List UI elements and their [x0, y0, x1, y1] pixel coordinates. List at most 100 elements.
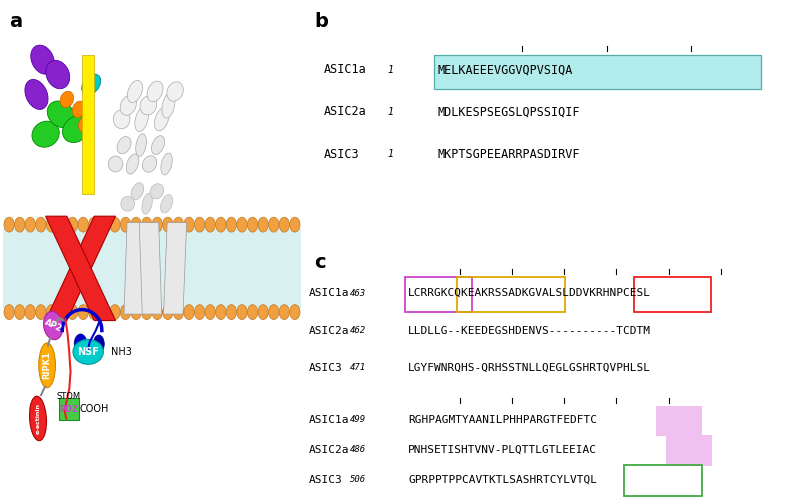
Text: c: c — [314, 253, 326, 272]
Ellipse shape — [216, 305, 226, 320]
Text: PNHSETISHTVNV-PLQTTLGTLEEIAC: PNHSETISHTVNV-PLQTTLGTLEEIAC — [408, 445, 597, 455]
Text: AP2: AP2 — [43, 318, 63, 333]
Text: MDLKESPSEGSLQPSSIQIF: MDLKESPSEGSLQPSSIQIF — [438, 105, 581, 118]
Text: RIPK1: RIPK1 — [42, 351, 52, 379]
Ellipse shape — [247, 305, 258, 320]
Ellipse shape — [94, 335, 104, 353]
Ellipse shape — [99, 305, 110, 320]
Ellipse shape — [117, 137, 131, 154]
Ellipse shape — [89, 305, 99, 320]
Ellipse shape — [174, 305, 184, 320]
Ellipse shape — [46, 60, 70, 89]
Ellipse shape — [161, 153, 172, 175]
Ellipse shape — [237, 305, 247, 320]
Text: 1: 1 — [387, 149, 394, 159]
Text: STOM: STOM — [57, 392, 81, 401]
Ellipse shape — [258, 217, 268, 232]
Ellipse shape — [150, 184, 164, 199]
Ellipse shape — [140, 96, 157, 115]
Ellipse shape — [237, 217, 247, 232]
Ellipse shape — [279, 305, 290, 320]
Ellipse shape — [162, 305, 173, 320]
Ellipse shape — [194, 305, 205, 320]
Polygon shape — [82, 55, 94, 194]
Ellipse shape — [184, 217, 194, 232]
Text: LLDLLG--KEEDEGSHDENVS----------TCDTM: LLDLLG--KEEDEGSHDENVS----------TCDTM — [408, 326, 651, 335]
Text: NSF: NSF — [78, 347, 99, 357]
Text: 462: 462 — [350, 326, 366, 335]
Ellipse shape — [89, 217, 99, 232]
Text: b: b — [314, 12, 328, 31]
Ellipse shape — [46, 305, 57, 320]
Ellipse shape — [194, 217, 205, 232]
Text: ASIC3: ASIC3 — [309, 475, 342, 485]
Text: PDZ: PDZ — [59, 405, 78, 414]
Text: ASIC1a: ASIC1a — [309, 288, 350, 298]
FancyBboxPatch shape — [434, 55, 762, 89]
Ellipse shape — [99, 217, 110, 232]
Text: NH3: NH3 — [111, 347, 132, 357]
Ellipse shape — [162, 217, 173, 232]
Text: COOH: COOH — [80, 404, 109, 414]
Ellipse shape — [57, 217, 67, 232]
Ellipse shape — [147, 81, 163, 102]
Polygon shape — [139, 223, 162, 314]
Ellipse shape — [216, 217, 226, 232]
Text: 506: 506 — [350, 475, 366, 484]
Ellipse shape — [110, 217, 120, 232]
Text: RGHPAGMTYAANILPHHPARGTFEDFTC: RGHPAGMTYAANILPHHPARGTFEDFTC — [408, 415, 597, 425]
Ellipse shape — [290, 217, 300, 232]
Ellipse shape — [131, 183, 144, 200]
Text: ASIC1a: ASIC1a — [309, 415, 350, 425]
Ellipse shape — [25, 217, 35, 232]
Ellipse shape — [30, 396, 46, 441]
Ellipse shape — [279, 217, 290, 232]
Text: a: a — [9, 12, 22, 31]
Ellipse shape — [131, 305, 142, 320]
Ellipse shape — [269, 217, 279, 232]
Text: ASIC3: ASIC3 — [309, 363, 342, 373]
Ellipse shape — [46, 217, 57, 232]
Text: 1: 1 — [387, 107, 394, 117]
Ellipse shape — [120, 305, 130, 320]
Ellipse shape — [205, 305, 215, 320]
Text: ASIC1a: ASIC1a — [324, 63, 366, 76]
Text: 499: 499 — [350, 415, 366, 424]
Ellipse shape — [30, 45, 54, 74]
Ellipse shape — [57, 305, 67, 320]
Ellipse shape — [290, 305, 300, 320]
Ellipse shape — [152, 305, 162, 320]
Ellipse shape — [47, 101, 74, 128]
Ellipse shape — [78, 305, 88, 320]
Ellipse shape — [121, 196, 134, 211]
Ellipse shape — [205, 217, 215, 232]
Ellipse shape — [36, 217, 46, 232]
Ellipse shape — [269, 305, 279, 320]
Ellipse shape — [25, 80, 48, 109]
Ellipse shape — [142, 193, 152, 214]
Ellipse shape — [110, 305, 120, 320]
Text: MELKAEEEVGGVQPVSIQA: MELKAEEEVGGVQPVSIQA — [438, 63, 574, 76]
Ellipse shape — [142, 305, 152, 320]
Text: α-actinin: α-actinin — [35, 403, 41, 434]
Ellipse shape — [167, 82, 183, 101]
Text: 471: 471 — [350, 363, 366, 372]
Text: ASIC2a: ASIC2a — [309, 445, 350, 455]
Ellipse shape — [142, 217, 152, 232]
Ellipse shape — [60, 91, 74, 108]
Text: MKPTSGPEEARRPASDIRVF: MKPTSGPEEARRPASDIRVF — [438, 148, 581, 161]
Ellipse shape — [67, 217, 78, 232]
Text: ASIC3: ASIC3 — [324, 148, 359, 161]
Ellipse shape — [135, 107, 149, 132]
Ellipse shape — [152, 217, 162, 232]
Ellipse shape — [25, 305, 35, 320]
Ellipse shape — [174, 217, 184, 232]
Ellipse shape — [43, 312, 63, 339]
Ellipse shape — [131, 217, 142, 232]
Ellipse shape — [38, 343, 55, 388]
Ellipse shape — [4, 305, 14, 320]
Polygon shape — [46, 216, 115, 321]
Ellipse shape — [82, 74, 101, 95]
Ellipse shape — [136, 134, 146, 157]
Ellipse shape — [78, 217, 88, 232]
